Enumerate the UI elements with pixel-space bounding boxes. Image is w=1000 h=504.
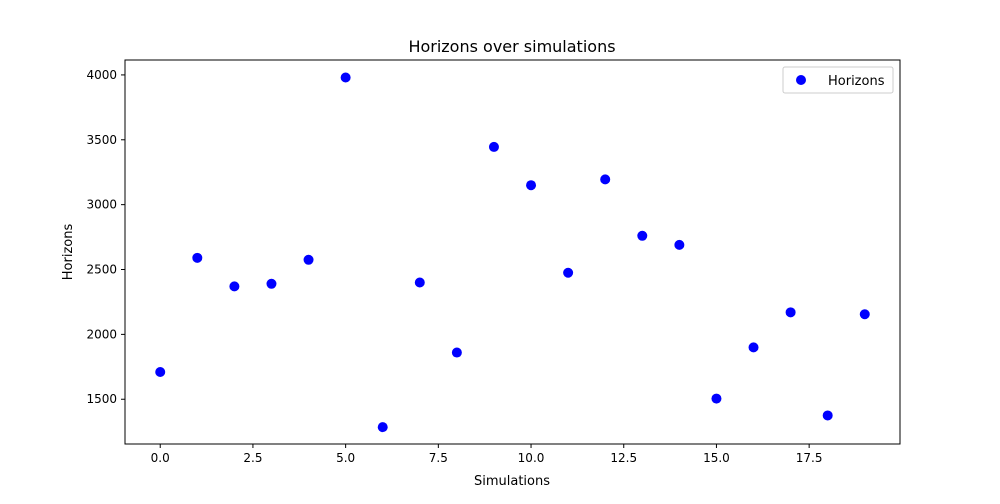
data-point (526, 180, 537, 191)
data-point (377, 422, 388, 433)
data-point (674, 239, 685, 250)
data-point (266, 278, 277, 289)
y-axis-label: Horizons (61, 224, 76, 281)
data-point (859, 309, 870, 320)
x-tick-label: 2.5 (243, 451, 262, 465)
legend: Horizons (782, 66, 894, 94)
x-axis: 0.0 2.5 5.0 7.5 10.0 12.5 15.0 17.5 (151, 444, 823, 465)
legend-box (782, 66, 894, 94)
data-point (785, 307, 796, 318)
y-tick-label: 4000 (86, 68, 117, 82)
plot-area-frame (124, 59, 901, 445)
x-tick-label: 10.0 (518, 451, 545, 465)
x-tick-label: 17.5 (796, 451, 823, 465)
y-tick-label: 1500 (86, 392, 117, 406)
data-point (711, 393, 722, 404)
y-tick-label: 3000 (86, 198, 117, 212)
x-tick-label: 7.5 (429, 451, 448, 465)
data-point (637, 230, 648, 241)
data-point (155, 367, 166, 377)
data-point (563, 267, 574, 278)
data-point (488, 141, 499, 152)
x-axis-label: Simulations (474, 474, 550, 489)
y-tick-label: 2500 (86, 263, 117, 277)
data-point (303, 254, 314, 265)
x-tick-label: 5.0 (336, 451, 355, 465)
x-tick-label: 12.5 (610, 451, 637, 465)
x-tick-label: 0.0 (151, 451, 170, 465)
y-tick-label: 3500 (86, 133, 117, 147)
data-point (192, 252, 203, 263)
y-tick-label: 2000 (86, 327, 117, 341)
legend-label: Horizons (828, 74, 885, 89)
x-tick-label: 15.0 (703, 451, 730, 465)
data-point (748, 342, 759, 353)
data-point (229, 281, 240, 292)
legend-marker (796, 75, 806, 85)
data-point (451, 347, 462, 358)
data-point (600, 174, 611, 185)
chart-title: Horizons over simulations (408, 37, 615, 56)
data-point (340, 72, 351, 83)
data-point (414, 277, 425, 288)
data-point (822, 410, 833, 421)
y-axis: 1500 2000 2500 3000 3500 4000 (86, 68, 125, 406)
data-points (155, 72, 870, 433)
